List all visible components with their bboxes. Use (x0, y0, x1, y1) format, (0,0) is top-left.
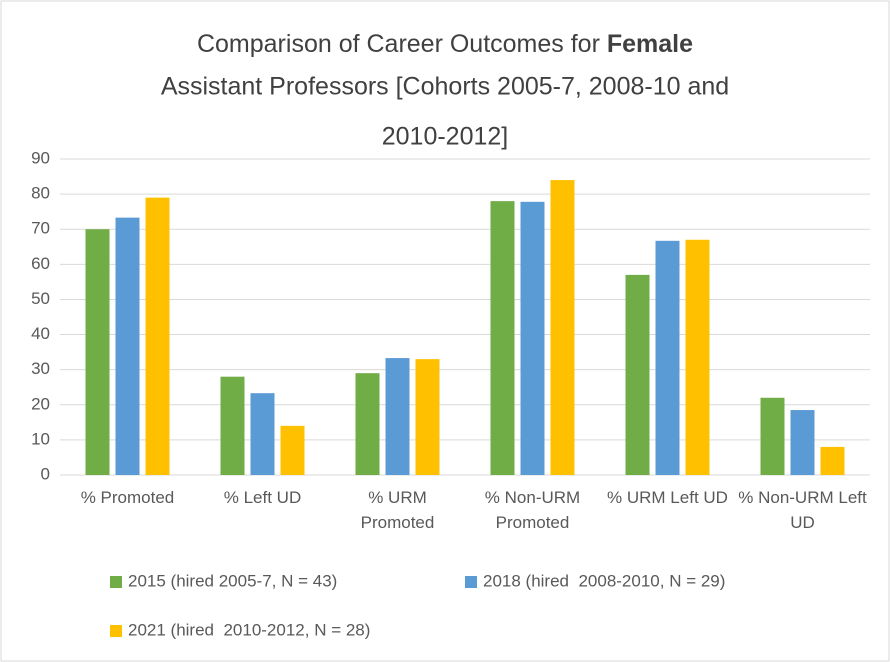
bar (415, 359, 440, 475)
bar (220, 376, 245, 475)
bar (820, 446, 845, 475)
bar (280, 425, 305, 475)
legend-label: 2021 (hired 2010-2012, N = 28) (128, 620, 370, 639)
chart-title: Assistant Professors [Cohorts 2005-7, 20… (161, 73, 729, 101)
y-tick-label: 90 (31, 148, 50, 167)
bar (790, 410, 815, 475)
y-tick-label: 50 (31, 289, 50, 308)
y-tick-label: 70 (31, 219, 50, 238)
y-tick-label: 40 (31, 324, 50, 343)
bar (520, 201, 545, 475)
legend-swatch (465, 576, 477, 588)
y-tick-label: 20 (31, 394, 50, 413)
bar (85, 229, 110, 475)
bar (490, 201, 515, 475)
x-tick-label: % URM Left UD (607, 488, 728, 507)
bar (115, 217, 140, 475)
y-tick-label: 30 (31, 359, 50, 378)
legend-swatch (110, 576, 122, 588)
y-tick-label: 10 (31, 429, 50, 448)
title-part: Female (607, 30, 693, 58)
bar (385, 358, 410, 475)
x-tick-label: % URM Promoted (360, 488, 435, 532)
title-part: Comparison of Career Outcomes for (197, 30, 600, 58)
bar (250, 393, 275, 475)
bar (145, 197, 170, 475)
legend-label: 2018 (hired 2008-2010, N = 29) (483, 571, 725, 590)
chart-title: Comparison of Career Outcomes for Female (197, 30, 693, 58)
bar (355, 373, 380, 475)
bar (760, 397, 785, 475)
bar (550, 180, 575, 476)
legend-label: 2015 (hired 2005-7, N = 43) (128, 571, 337, 590)
y-tick-label: 80 (31, 184, 50, 203)
x-tick-label: % Left UD (223, 488, 302, 507)
chart-title: 2010-2012] (382, 123, 509, 151)
bar (685, 239, 710, 475)
bar (655, 240, 680, 475)
x-tick-label: % Non-URM Left UD (738, 488, 867, 532)
y-tick-label: 0 (41, 464, 50, 483)
bar (625, 274, 650, 475)
x-tick-label: % Promoted (80, 488, 175, 507)
x-tick-label: % Non-URM Promoted (484, 488, 581, 532)
legend-swatch (110, 625, 122, 637)
y-tick-label: 60 (31, 254, 50, 273)
